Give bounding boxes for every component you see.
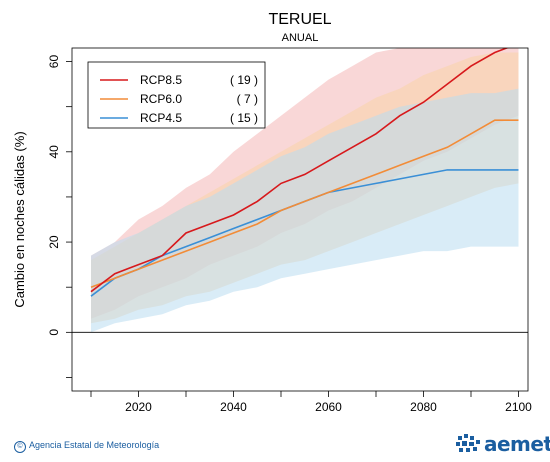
legend-count: ( 15 ) <box>230 111 258 125</box>
copyright-icon: © <box>14 441 26 453</box>
legend-count: ( 7 ) <box>237 92 258 106</box>
agency-credit: © Agencia Estatal de Meteorología <box>14 440 159 453</box>
chart-subtitle: ANUAL <box>281 32 319 44</box>
series-lines <box>90 48 519 297</box>
y-tick-label: 0 <box>47 329 61 336</box>
aemet-logo: aemet <box>456 432 550 456</box>
chart-title: TERUEL <box>268 11 332 28</box>
line-rcp85 <box>90 48 509 293</box>
plot-frame <box>71 47 529 392</box>
legend: RCP8.5 ( 19 ) RCP6.0 ( 7 ) RCP4.5 ( 15 ) <box>87 61 266 129</box>
uncertainty-bands <box>91 48 519 333</box>
x-tick-label: 2100 <box>505 400 532 414</box>
y-tick-label: 40 <box>47 145 61 159</box>
x-tick-label: 2060 <box>315 400 342 414</box>
y-axis-ticks: 0 20 40 60 <box>47 55 72 378</box>
y-tick-label: 60 <box>47 55 61 69</box>
y-axis-label: Cambio en noches cálidas (%) <box>12 131 27 307</box>
line-rcp60 <box>90 119 519 288</box>
aemet-logo-text: aemet <box>484 432 550 456</box>
legend-label: RCP4.5 <box>140 111 182 125</box>
legend-count: ( 19 ) <box>230 73 258 87</box>
x-axis-ticks: 2020 2040 2060 2080 2100 <box>90 391 532 414</box>
aemet-mark-icon <box>456 434 480 452</box>
y-tick-label: 20 <box>47 235 61 249</box>
legend-label: RCP6.0 <box>140 92 182 106</box>
agency-name: Agencia Estatal de Meteorología <box>29 440 160 450</box>
band-rcp45 <box>91 88 519 333</box>
legend-box <box>87 61 266 129</box>
x-tick-label: 2040 <box>220 400 247 414</box>
x-tick-label: 2020 <box>125 400 152 414</box>
x-tick-label: 2080 <box>410 400 437 414</box>
legend-label: RCP8.5 <box>140 73 182 87</box>
